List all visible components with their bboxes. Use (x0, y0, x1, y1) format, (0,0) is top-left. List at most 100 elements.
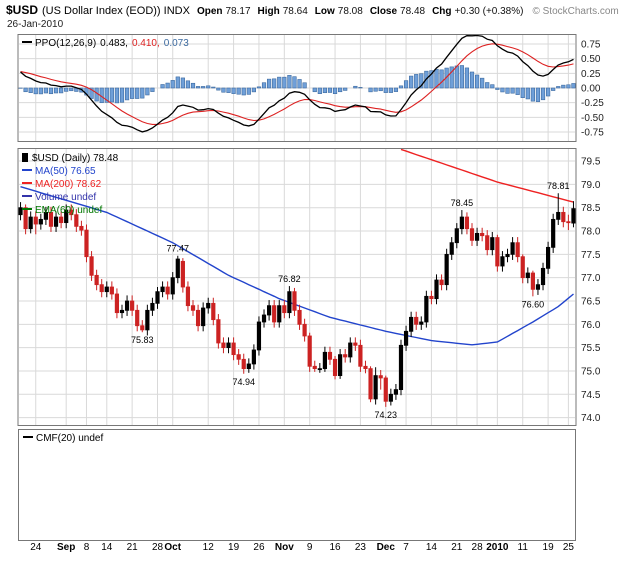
ppo-histogram-bar (292, 76, 297, 89)
candle-body (444, 253, 449, 286)
candle-body (89, 256, 94, 276)
y-axis-label: 0.50 (581, 54, 601, 65)
ppo-panel-plot: 0.75 0.50 0.25 0.00 -0.25 -0.50 -0.75 (17, 34, 604, 142)
ppo-histogram-bar (373, 87, 378, 92)
legend-row: MA(50) 76.65 (22, 165, 118, 178)
quote-value: 78.64 (282, 6, 308, 17)
ppo-histogram-bar (388, 87, 393, 93)
ppo-histogram-bar (525, 87, 530, 100)
x-tick-label: 14 (101, 542, 113, 553)
candle-body (525, 272, 530, 279)
x-tick-label: 2010 (486, 542, 509, 553)
candle-body (515, 242, 520, 258)
candle-body (403, 330, 409, 346)
ppo-histogram-bar (566, 84, 571, 89)
ppo-histogram-bar (409, 75, 414, 89)
candle-body (322, 351, 328, 370)
x-tick-label: 28 (151, 542, 164, 553)
candle-body (302, 323, 307, 337)
ppo-histogram-bar (469, 71, 475, 89)
ppo-legend-text: 0.410, (131, 38, 160, 49)
x-tick-label: 23 (354, 542, 366, 553)
legend-row: Volume undef (22, 191, 118, 204)
cmf-line-swatch (23, 436, 33, 438)
ppo-histogram-bar (170, 80, 175, 89)
candle-body (64, 209, 69, 224)
y-axis-label: 74.0 (581, 413, 601, 424)
candle-body (292, 291, 297, 311)
price-annotation: 77.47 (167, 244, 190, 254)
x-tick-label: Dec (376, 542, 395, 553)
ppo-histogram-bar (419, 73, 424, 89)
candle-body (454, 228, 459, 244)
price-legend: $USD (Daily) 78.48 MA(50) 76.65 MA(200) 78… (22, 152, 118, 217)
ppo-histogram-bar (317, 87, 322, 94)
ppo-histogram-bar (302, 82, 307, 89)
x-tick-label: 7 (403, 542, 409, 553)
legend-row: $USD (Daily) 78.48 (22, 152, 118, 165)
x-tick-label: Oct (164, 542, 182, 553)
candle-body (398, 344, 404, 391)
ppo-histogram-bar (241, 87, 246, 96)
cmf-legend-label: CMF(20) undef (36, 433, 104, 444)
candle-body (439, 279, 444, 286)
ppo-histogram-bar (343, 87, 348, 91)
ppo-histogram-bar (216, 87, 221, 91)
quote-strip: Open 78.17 High 78.64 Low 78.08 Close 78.48 Chg +… (190, 6, 524, 17)
quote-value: 78.17 (225, 6, 251, 17)
ppo-histogram-bar (490, 84, 495, 89)
candle-body (317, 368, 322, 371)
x-tick-label: 26 (253, 542, 265, 553)
ppo-histogram-bar (201, 86, 206, 89)
candle-body (119, 309, 125, 314)
candle-body (94, 274, 99, 286)
candle-body (231, 342, 236, 356)
candle-body (474, 232, 480, 241)
candle-body (495, 237, 500, 267)
y-axis-label: 79.5 (581, 157, 601, 168)
candle-body (211, 302, 216, 321)
ppo-histogram-bar (500, 87, 505, 93)
price-annotation: 74.94 (232, 377, 255, 387)
candle-body (490, 237, 495, 251)
y-axis-label: -0.75 (581, 128, 604, 139)
candle-body (510, 242, 515, 255)
candle-body (99, 284, 104, 293)
price-annotation: 74.23 (375, 410, 398, 420)
ppo-histogram-bar (393, 87, 399, 92)
candle-body (43, 211, 49, 220)
x-tick-label: 8 (83, 542, 90, 553)
candle-body (104, 286, 109, 293)
x-tick-label: 25 (562, 542, 574, 553)
ppo-histogram-bar (459, 65, 464, 89)
ppo-histogram-bar (327, 87, 333, 93)
ppo-histogram-bar (297, 79, 302, 89)
ppo-histogram-bar (206, 85, 211, 89)
candle-body (150, 302, 155, 311)
ppo-histogram-bar (429, 70, 434, 89)
ppo-histogram-bar (130, 87, 135, 99)
ppo-histogram-bar (145, 87, 150, 96)
candle-body (23, 207, 28, 230)
candle-body (185, 286, 191, 307)
candle-body (69, 209, 74, 216)
symbol-description: (US Dollar Index (EOD)) INDX (42, 5, 190, 17)
candle-body (48, 211, 54, 227)
ppo-legend-text: 0.073 (163, 38, 189, 49)
candle-body (256, 321, 262, 351)
ppo-histogram-bar (545, 87, 551, 97)
x-tick-label: 19 (542, 542, 554, 553)
candle-body (338, 354, 343, 377)
candle-body (429, 295, 434, 300)
candle-body (221, 342, 226, 349)
candle-body (282, 305, 287, 314)
ppo-histogram-bar (48, 87, 54, 95)
candle-body (180, 260, 185, 288)
candle-body (226, 342, 231, 349)
ppo-histogram-bar (190, 82, 196, 89)
candle-body (424, 295, 429, 323)
candle-body (388, 393, 393, 402)
candle-body (409, 316, 414, 332)
candle-body (485, 235, 490, 251)
